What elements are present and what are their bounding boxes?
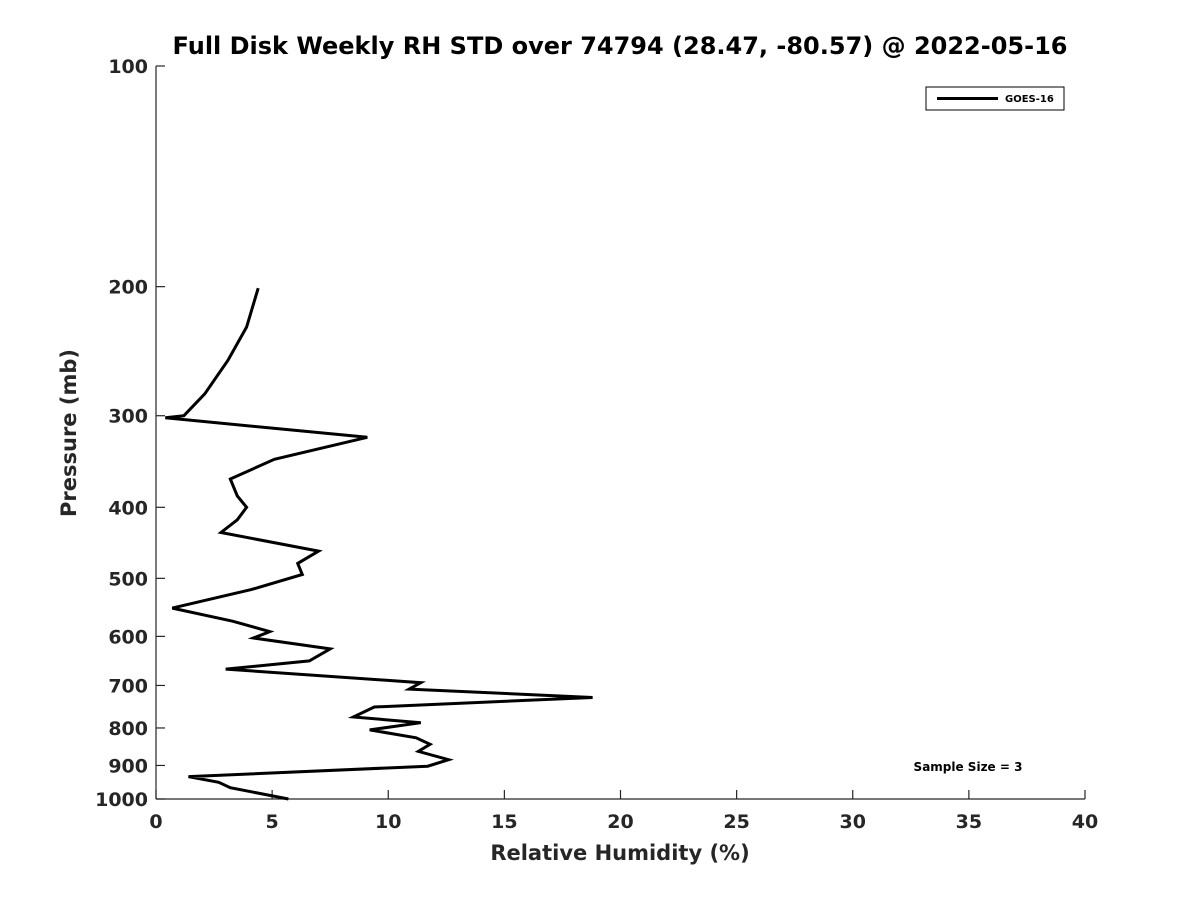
y-tick-label: 500	[108, 568, 148, 590]
axes	[155, 66, 1085, 800]
x-tick-label: 25	[723, 811, 749, 833]
legend-label-goes-16: GOES-16	[1005, 94, 1054, 105]
y-tick-label: 600	[108, 626, 148, 648]
chart-title: Full Disk Weekly RH STD over 74794 (28.4…	[173, 32, 1068, 60]
plot-area	[165, 287, 593, 801]
y-tick-label: 200	[108, 277, 148, 299]
y-axis-label: Pressure (mb)	[57, 349, 81, 517]
y-tick-label: 400	[108, 497, 148, 519]
x-axis-label: Relative Humidity (%)	[490, 841, 749, 865]
y-tick-label: 800	[108, 718, 148, 740]
x-tick-label: 40	[1072, 811, 1098, 833]
x-axis-ticks: 0 5 10 15 20 25 30 35 40	[149, 790, 1098, 833]
sample-size-annotation: Sample Size = 3	[914, 760, 1023, 774]
legend: GOES-16	[925, 86, 1065, 111]
x-tick-label: 0	[149, 811, 162, 833]
x-tick-label: 35	[956, 811, 982, 833]
series-line-goes-16	[165, 287, 593, 801]
y-axis-ticks: 100 200 300 400 500 600 700 800 900 1000	[95, 56, 165, 811]
y-tick-label: 300	[108, 406, 148, 428]
y-tick-label: 1000	[95, 789, 148, 811]
y-tick-label: 700	[108, 675, 148, 697]
x-tick-label: 10	[375, 811, 401, 833]
y-tick-label: 900	[108, 755, 148, 777]
x-tick-label: 5	[266, 811, 279, 833]
x-tick-label: 30	[840, 811, 866, 833]
x-tick-label: 20	[607, 811, 633, 833]
x-tick-label: 15	[491, 811, 517, 833]
y-tick-label: 100	[108, 56, 148, 78]
